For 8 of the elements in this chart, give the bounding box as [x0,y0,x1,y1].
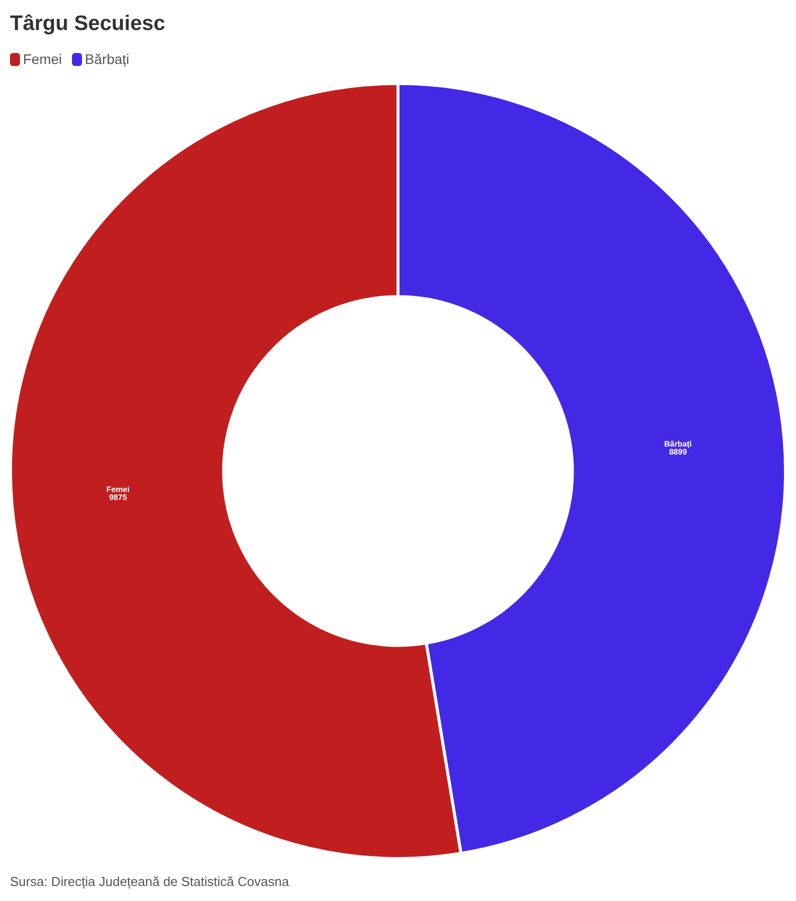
slice-label: Bărbați [664,439,692,448]
chart-title: Târgu Secuiesc [10,12,166,36]
legend-label: Bărbați [84,51,130,67]
slice-label: Femei [106,485,130,494]
text: Sursa: Direcția Județeană de Statistică Covasna [10,874,289,889]
data-label: 9875 [109,493,128,502]
data-label: 8899 [669,447,688,456]
legend-label: Femei [22,51,62,67]
